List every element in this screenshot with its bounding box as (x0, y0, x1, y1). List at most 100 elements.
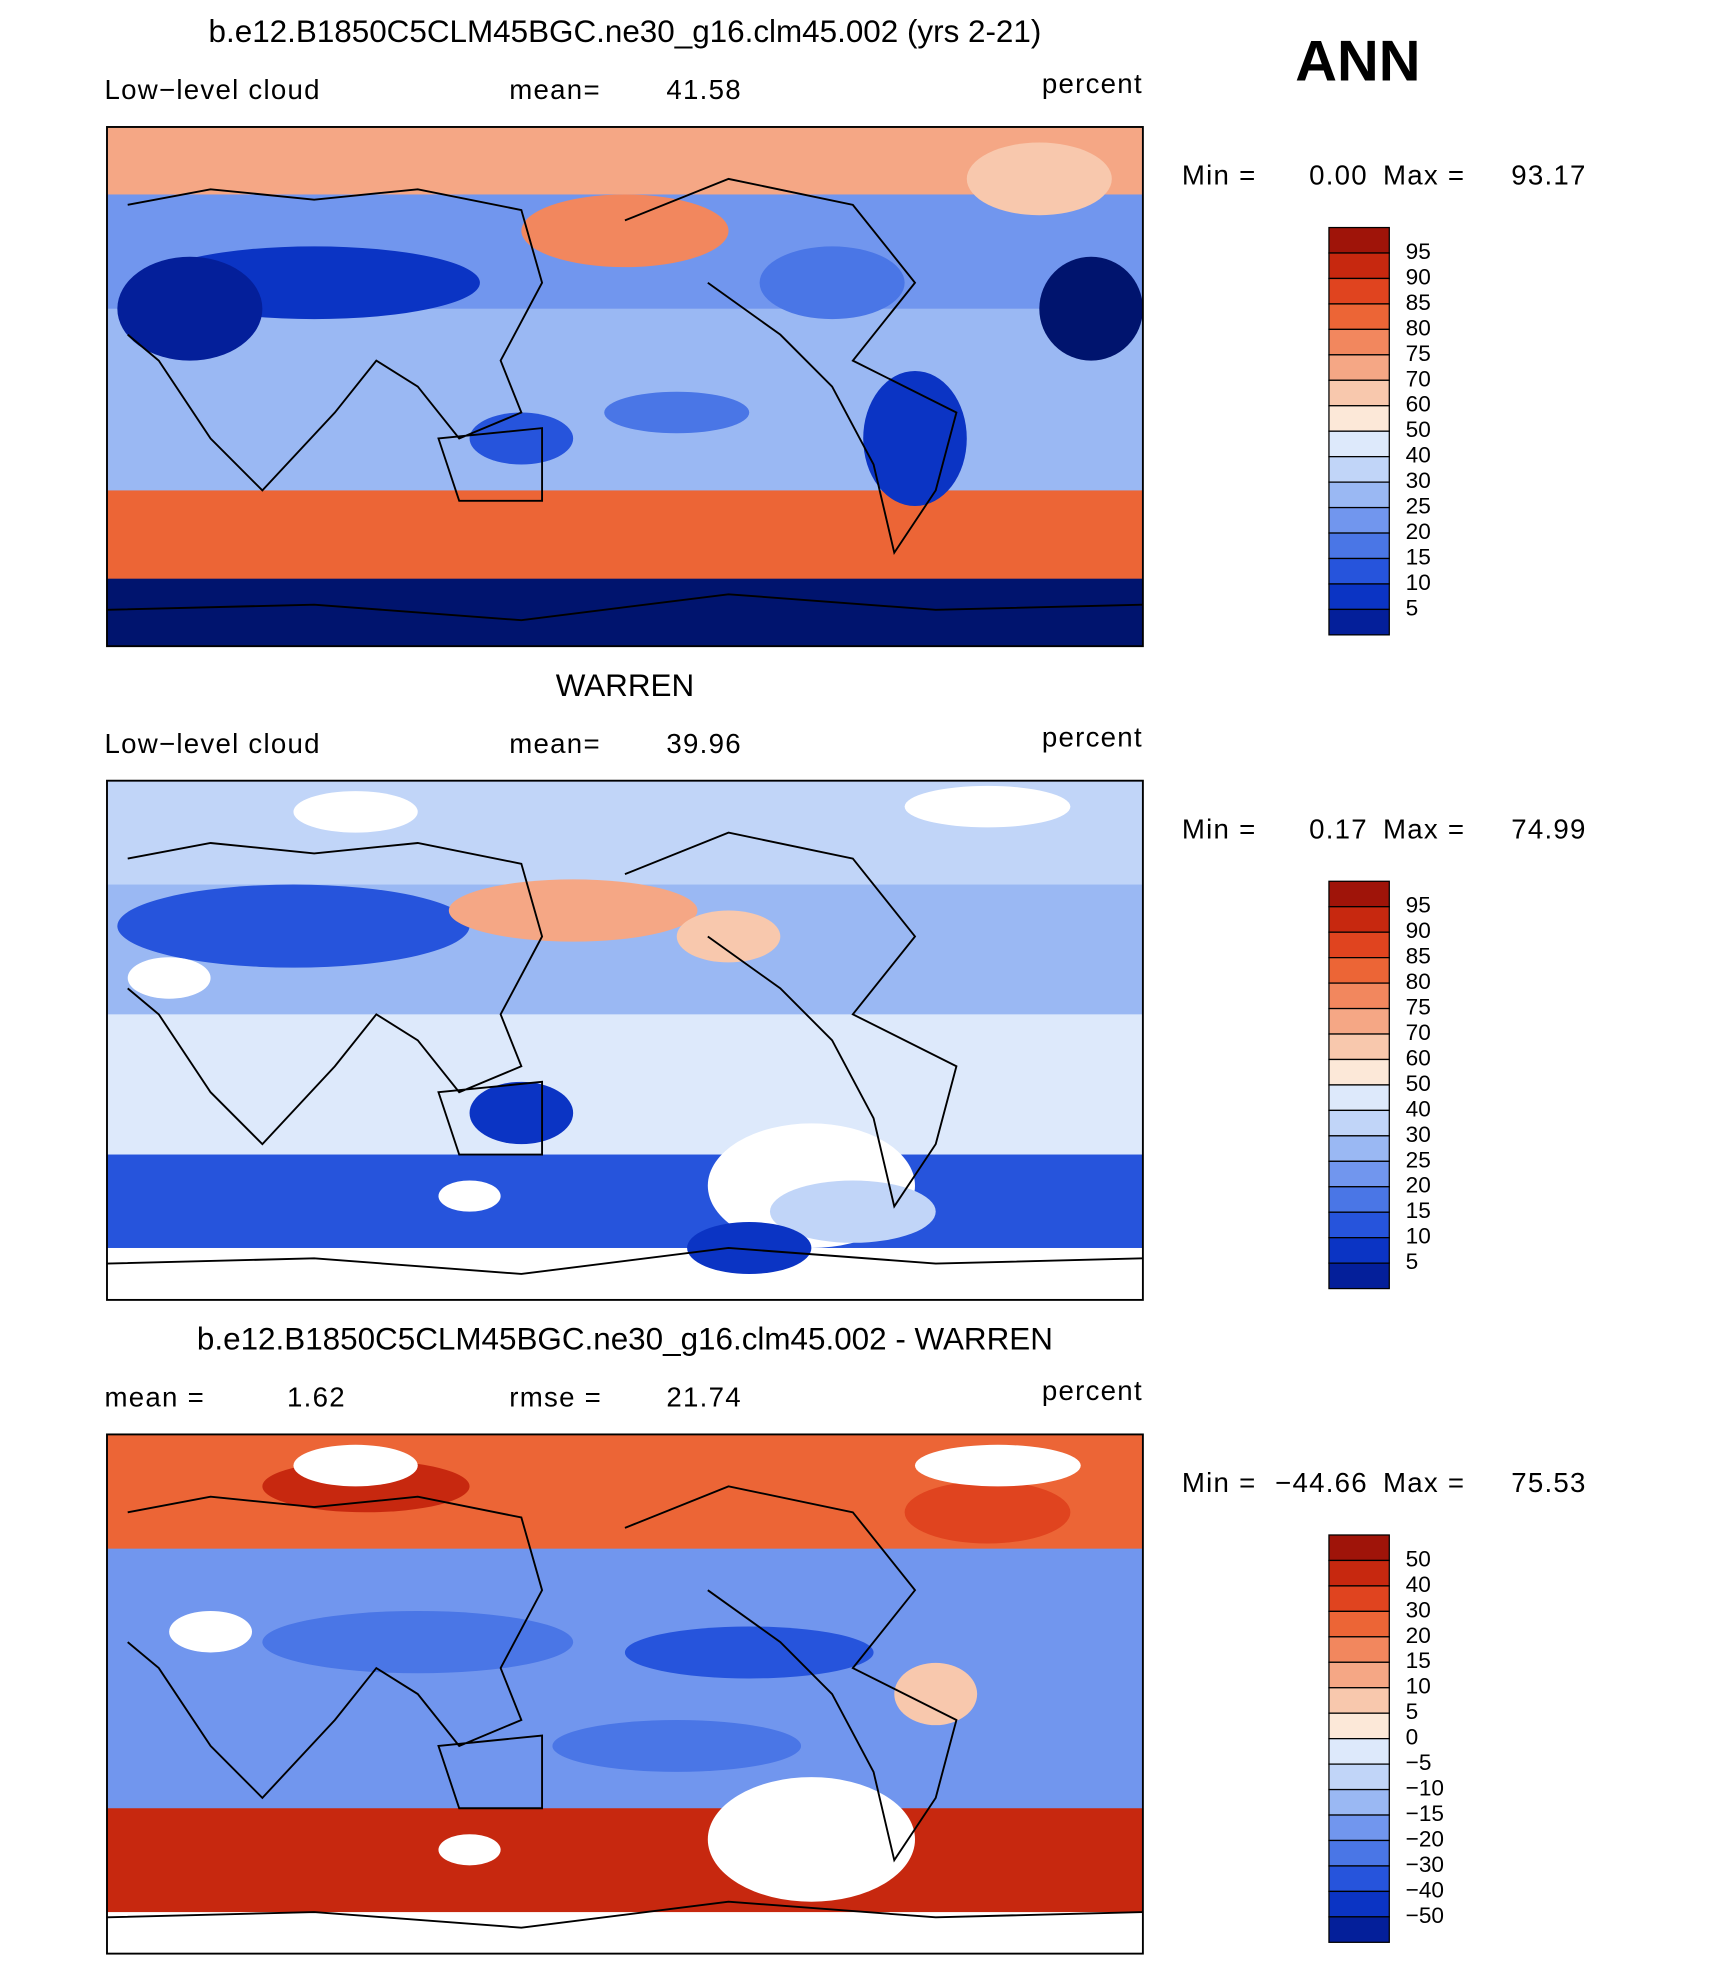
colorbar-swatch (1328, 1135, 1390, 1162)
coastline (106, 1485, 1143, 1929)
colorbar-label: 40 (1406, 1096, 1431, 1121)
field-blob (759, 246, 905, 320)
colorbar-swatch (1328, 1211, 1390, 1239)
colorbar-label: 30 (1406, 468, 1431, 493)
field-blob (169, 1610, 253, 1653)
colorbar-label: 20 (1406, 1173, 1431, 1198)
field-blob (624, 1626, 874, 1679)
colorbar-label: 15 (1406, 544, 1431, 569)
field-band (106, 1808, 1143, 1914)
field-blob (469, 412, 574, 465)
field-label: mean = (104, 1382, 205, 1413)
field-blob (904, 1481, 1071, 1544)
colorbar-label: 20 (1406, 519, 1431, 544)
min-label: Min = (1182, 1467, 1257, 1498)
map-frame (106, 779, 1144, 1301)
colorbar-label: 30 (1406, 1597, 1431, 1622)
colorbar-swatch (1328, 532, 1390, 560)
min-value: 0.17 (1309, 813, 1368, 844)
colorbar-swatch (1328, 1007, 1390, 1035)
colorbar-label: 85 (1406, 944, 1431, 969)
map-panel (106, 779, 1144, 1301)
colorbar-swatch (1328, 277, 1390, 305)
colorbar-swatch (1328, 1585, 1390, 1612)
map-panel (106, 126, 1144, 648)
colorbar-swatch (1328, 1262, 1390, 1290)
colorbar-label: 60 (1406, 1045, 1431, 1070)
field-blob (687, 1222, 812, 1274)
colorbar-swatch (1328, 880, 1390, 908)
field-blob (604, 391, 750, 434)
field-blob (914, 1444, 1081, 1487)
colorbar-label: 75 (1406, 341, 1431, 366)
units-label: percent (1042, 1375, 1143, 1406)
colorbar-label: 10 (1406, 1224, 1431, 1249)
colorbar-label: 40 (1406, 443, 1431, 468)
colorbar-swatch (1328, 1916, 1390, 1943)
field-value: 1.62 (287, 1382, 346, 1413)
colorbar-label: 25 (1406, 1147, 1431, 1172)
map-panel (106, 1433, 1144, 1955)
colorbar-label: 5 (1406, 595, 1419, 620)
colorbar-label: 85 (1406, 290, 1431, 315)
field-blob (262, 1610, 574, 1674)
units-label: percent (1042, 722, 1143, 753)
colorbar-swatch (1328, 957, 1390, 984)
colorbar-swatch (1328, 1661, 1390, 1689)
colorbar-label: 15 (1406, 1648, 1431, 1673)
colorbar-label: 75 (1406, 995, 1431, 1020)
colorbar-swatch (1328, 1712, 1390, 1740)
field-band (106, 1548, 1143, 1810)
panel-title: WARREN (556, 668, 694, 703)
colorbar-swatch (1328, 1814, 1390, 1842)
colorbar-swatch (1328, 1687, 1390, 1714)
coastline (106, 831, 1143, 1275)
colorbar-label: 50 (1406, 417, 1431, 442)
colorbar-swatch (1328, 456, 1390, 483)
colorbar-label: 60 (1406, 392, 1431, 417)
colorbar-swatch (1328, 906, 1390, 933)
colorbar-label: 70 (1406, 1020, 1431, 1045)
colorbar-swatch (1328, 1084, 1390, 1112)
field-band (106, 490, 1143, 580)
colorbar-swatch (1328, 1890, 1390, 1918)
colorbar-label: 20 (1406, 1623, 1431, 1648)
colorbar-swatch (1328, 608, 1390, 636)
colorbar-label: 80 (1406, 315, 1431, 340)
stat-value: 39.96 (666, 728, 741, 759)
min-label: Min = (1182, 160, 1257, 191)
colorbar-swatch (1328, 1839, 1390, 1867)
map-field (106, 126, 1143, 647)
colorbar-swatch (1328, 405, 1390, 432)
colorbar-label: 70 (1406, 366, 1431, 391)
colorbar-swatch (1328, 328, 1390, 356)
stat-label: mean= (509, 74, 601, 105)
field-blob (448, 879, 698, 942)
colorbar-swatch (1328, 1738, 1390, 1765)
colorbar-label: 25 (1406, 494, 1431, 519)
colorbar-swatch (1328, 931, 1390, 959)
map-field (106, 780, 1143, 1300)
units-label: percent (1042, 68, 1143, 99)
field-blob (552, 1719, 802, 1772)
colorbar-swatch (1328, 1788, 1390, 1816)
colorbar-swatch (1328, 252, 1390, 280)
colorbar-swatch (1328, 557, 1390, 585)
field-blob (676, 910, 781, 963)
field-blob (117, 256, 263, 361)
field-band (106, 578, 1143, 647)
colorbar-swatch (1328, 430, 1390, 458)
field-band (106, 1912, 1143, 1954)
max-label: Max = (1383, 160, 1465, 191)
field-label: Low−level cloud (104, 728, 320, 759)
stat-label: mean= (509, 728, 601, 759)
colorbar-swatch (1328, 1763, 1390, 1791)
colorbar-label: −5 (1406, 1750, 1432, 1775)
colorbar-swatch (1328, 1610, 1390, 1638)
map-frame (106, 1433, 1144, 1955)
colorbar-label: 10 (1406, 1674, 1431, 1699)
field-label: Low−level cloud (104, 74, 320, 105)
colorbar-label: −40 (1406, 1877, 1444, 1902)
colorbar-label: −50 (1406, 1903, 1444, 1928)
